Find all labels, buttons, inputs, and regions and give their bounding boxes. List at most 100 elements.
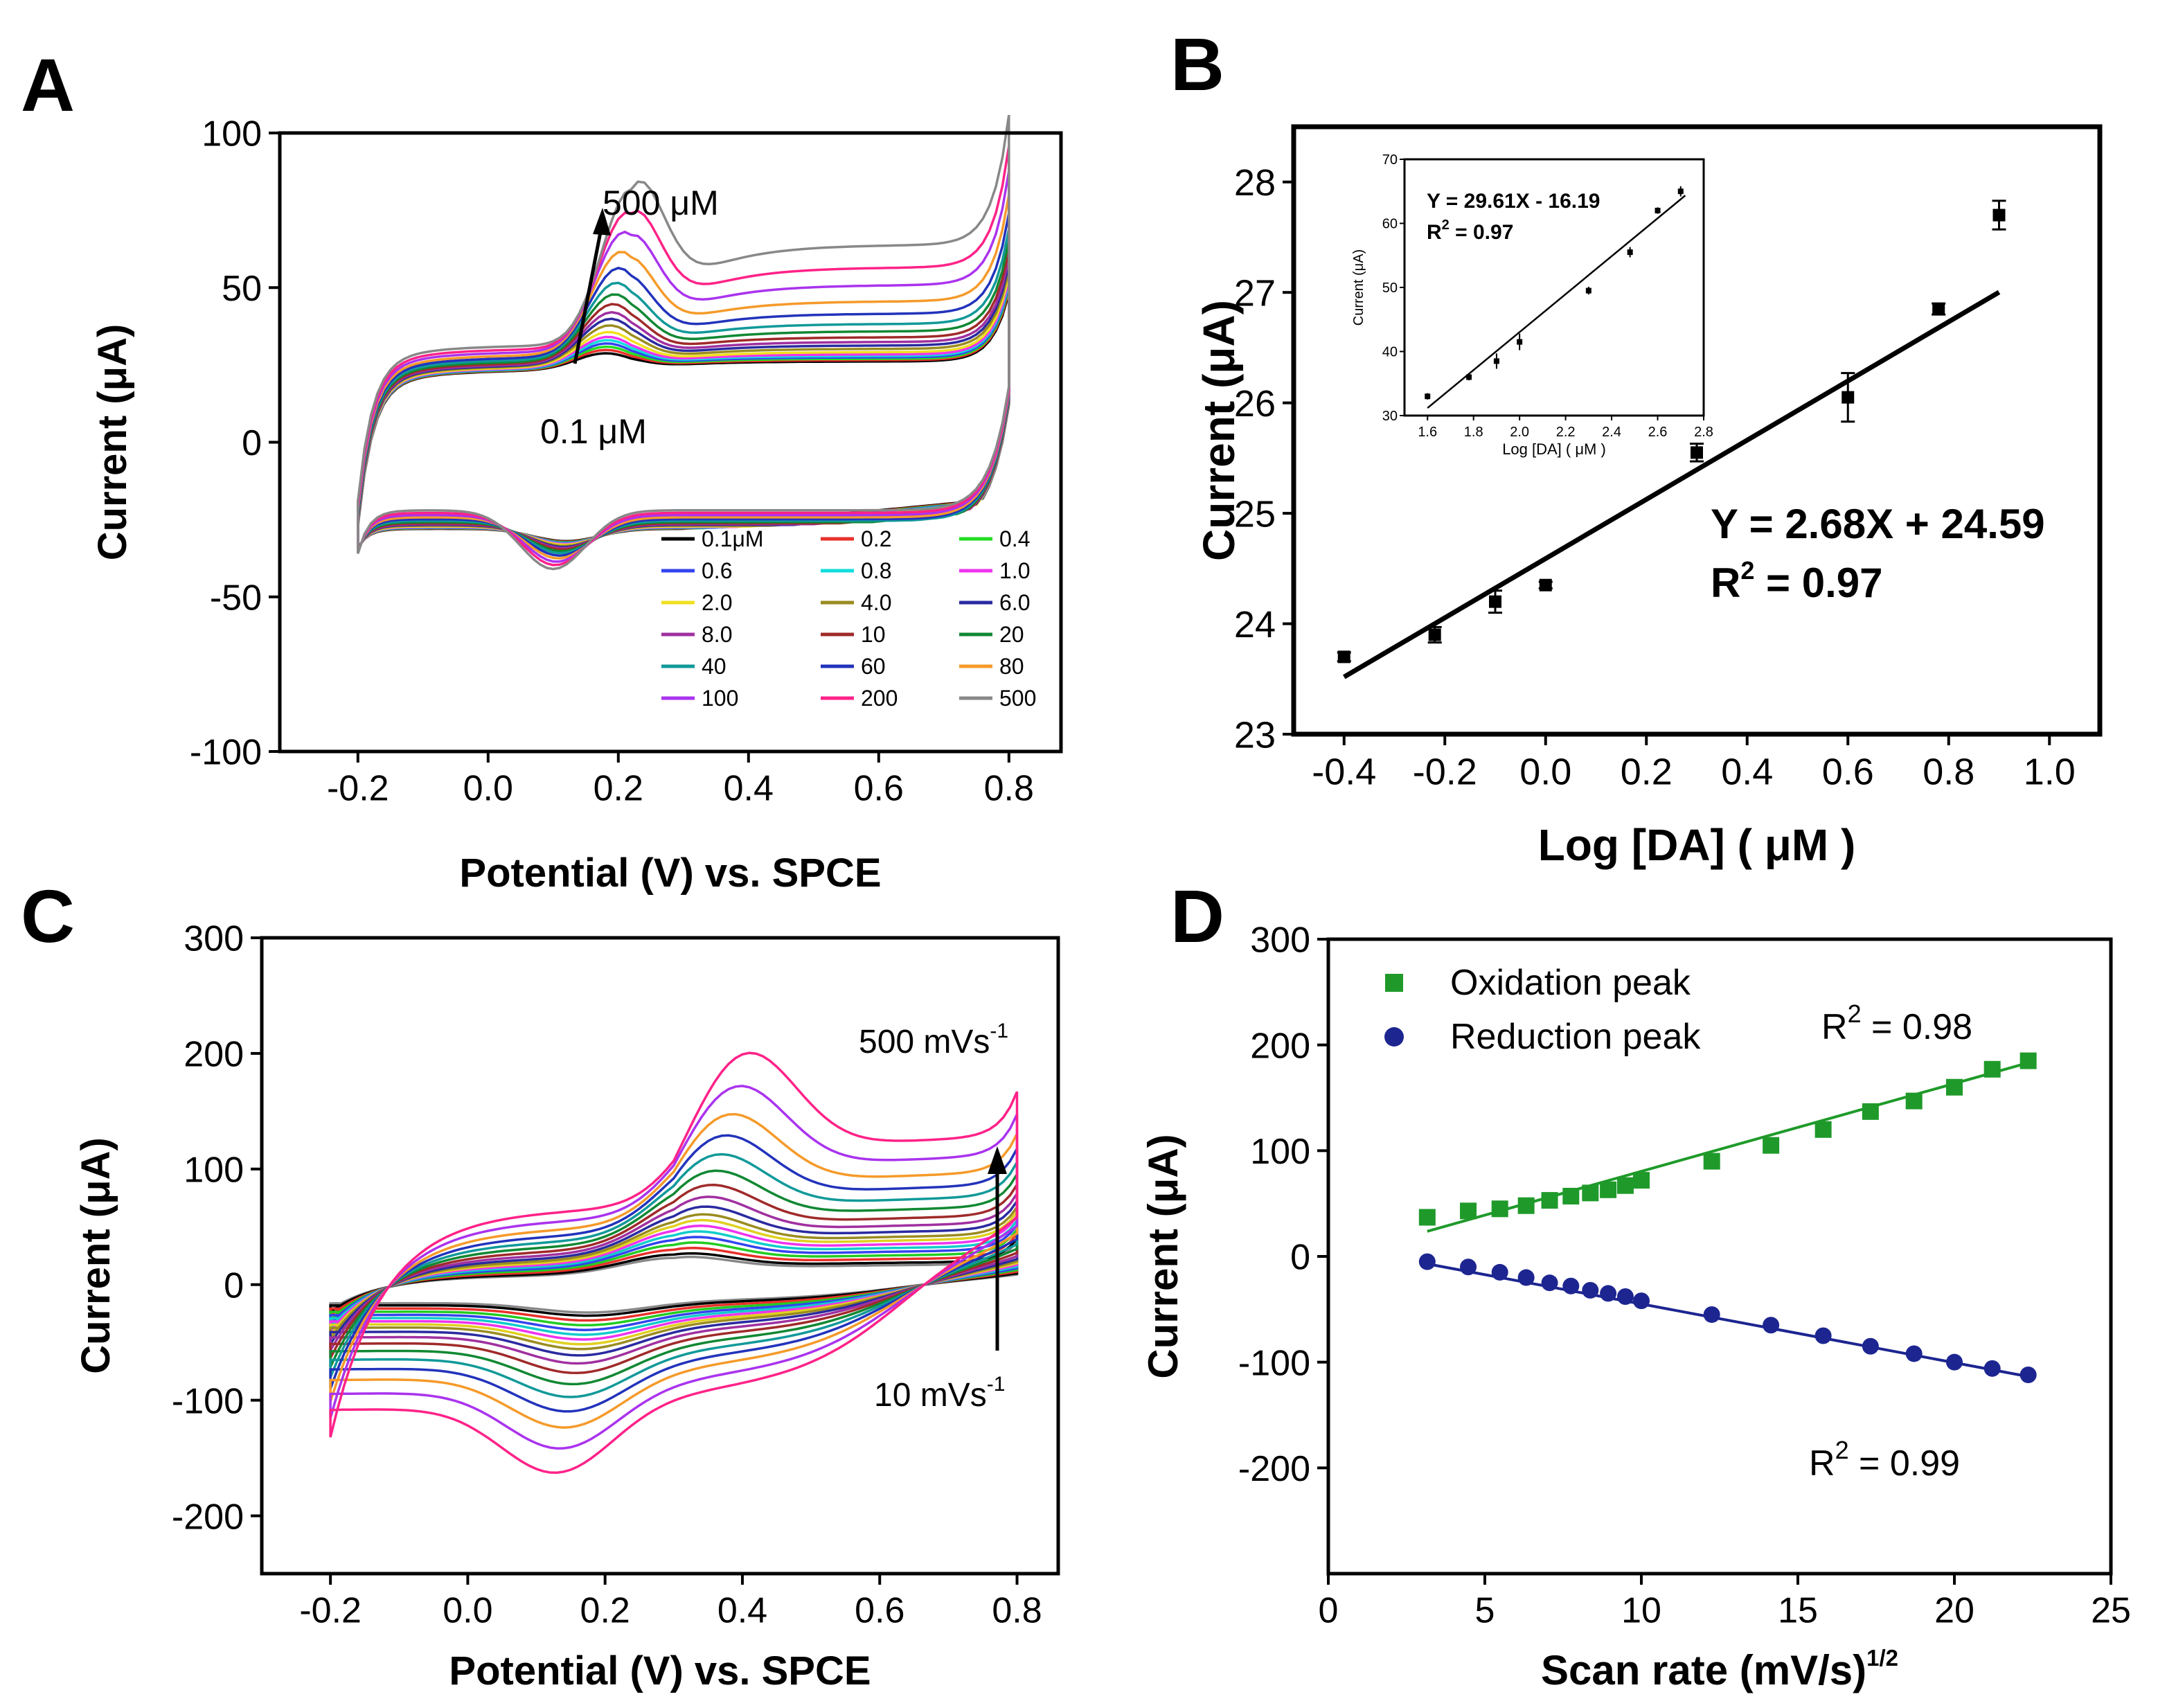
- panel-a-legend-label: 4.0: [861, 590, 891, 615]
- panel-d-oxidation-point: [1418, 1209, 1436, 1226]
- panel-b-y-tick-label: 24: [1234, 604, 1276, 646]
- panel-c-curve: [329, 1212, 1019, 1341]
- panel-c-curve: [329, 1051, 1019, 1474]
- panel-c-x-tick-label: 0.2: [580, 1591, 630, 1631]
- panel-a-legend-label: 200: [861, 686, 898, 711]
- panel-c-annotation-top: 500 mVs-1: [859, 1020, 1008, 1060]
- panel-b-y-tick-label: 23: [1234, 714, 1276, 756]
- panel-a-plot-frame: [278, 131, 1063, 754]
- panel-b-point: [1932, 303, 1945, 316]
- panel-d-reduction-point: [1418, 1253, 1436, 1270]
- panel-d-reduction-point: [1460, 1258, 1477, 1276]
- panel-b-point: [1842, 391, 1855, 404]
- panel-b-point: [1691, 446, 1703, 459]
- panel-d-y-tick-label: 0: [1290, 1238, 1310, 1278]
- panel-a-legend-label: 8.0: [702, 622, 732, 647]
- panel-d-reduction-point: [2019, 1366, 2037, 1383]
- panel-c-curve: [329, 1235, 1019, 1317]
- panel-b-y-tick-label: 25: [1234, 494, 1276, 535]
- panel-d-axes: 0 5 10 15 20 25 -200 -100 0 100 200 300 Scan rate (m…: [1140, 920, 2131, 1693]
- panel-b-x-tick-label: 0.6: [1822, 751, 1874, 793]
- panel-c-curve: [329, 1134, 1019, 1413]
- panel-b-inset-y-tick-label: 60: [1382, 217, 1398, 232]
- panel-a-y-tick-label: 0: [242, 423, 262, 463]
- panel-c-y-axis-label: Current (μA): [73, 1137, 118, 1374]
- panel-c-curve: [329, 1230, 1019, 1322]
- panel-c-x-axis-label: Potential (V) vs. SPCE: [449, 1648, 871, 1693]
- panel-c-y-tick-label: 0: [224, 1265, 244, 1306]
- panel-b-plot-frame: [1291, 124, 2103, 737]
- panel-d-reduction-point: [1541, 1274, 1558, 1292]
- panel-d-fit-line: [1427, 1262, 2029, 1378]
- panel-d-legend-reduction-marker: [1384, 1027, 1404, 1047]
- panel-a-x-tick-label: 0.8: [984, 769, 1034, 809]
- panel-a-curve: [357, 240, 1010, 553]
- panel-b-inset-x-tick-label: 2.6: [1648, 425, 1668, 440]
- panel-d-oxidation-point: [1633, 1172, 1650, 1189]
- panel-a-legend-label: 0.8: [861, 558, 891, 583]
- panel-d-r2-reduction: R2 = 0.99: [1809, 1436, 1960, 1484]
- panel-b-inset-point: [1677, 188, 1684, 195]
- panel-d-reduction-point: [1703, 1306, 1720, 1323]
- panel-a-y-tick-label: 100: [202, 114, 262, 154]
- panel-a-chart: -0.2 0.0 0.2 0.4 0.6 0.8 -100 -50 0 50 100 Potentia…: [90, 114, 1063, 896]
- panel-d-reduction-point: [1814, 1327, 1832, 1344]
- panel-c-y-tick-label: 300: [184, 919, 244, 959]
- panel-b-inset-equation: Y = 29.61X - 16.19: [1427, 190, 1600, 213]
- panel-b-axes: -0.4 -0.2 0.0 0.2 0.4 0.6 0.8 1.0 23 24 25 26 27 28 Lo…: [1194, 124, 2103, 870]
- panel-b-inset-r2: R2 = 0.97: [1427, 217, 1513, 244]
- panel-a-legend: 0.1μM 0.2 0.4 0.6 0.8 1.0 2.0 4.0 6.0 8.0 10 20 40 60…: [661, 526, 1036, 711]
- panel-b-y-tick-label: 28: [1234, 162, 1276, 204]
- panel-b-inset-x-tick-label: 2.4: [1602, 425, 1621, 440]
- panel-d-oxidation-point: [2019, 1052, 2037, 1069]
- panel-b-inset-y-tick-label: 50: [1382, 281, 1398, 296]
- panel-a-x-tick-label: -0.2: [327, 769, 389, 809]
- panel-b-y-tick-label: 26: [1234, 383, 1276, 425]
- panel-b-x-tick-label: 0.4: [1721, 751, 1773, 793]
- panel-d-reduction-point: [1616, 1288, 1634, 1306]
- panel-d-oxidation-point: [1562, 1187, 1580, 1204]
- panel-a-legend-label: 80: [999, 654, 1024, 679]
- panel-c-arrow-head: [988, 1146, 1007, 1174]
- panel-a-annotation-bottom: 0.1 μM: [540, 412, 647, 451]
- panel-b-x-tick-label: -0.2: [1413, 751, 1477, 793]
- panel-b-y-tick-label: 27: [1234, 273, 1276, 314]
- panel-a-y-tick-label: -50: [210, 578, 262, 618]
- panel-a-annotation-top: 500 μM: [603, 184, 719, 222]
- panel-a-arrow-head: [593, 208, 611, 235]
- panel-a-x-tick-label: 0.0: [463, 769, 513, 809]
- panel-d-y-tick-label: -100: [1238, 1343, 1310, 1383]
- panel-d-y-tick-label: 300: [1250, 920, 1310, 961]
- panel-d-legend-oxidation-label: Oxidation peak: [1450, 963, 1691, 1003]
- panel-b-inset-x-axis-label: Log [DA] ( μM ): [1502, 441, 1606, 458]
- panel-c-x-tick-label: 0.0: [443, 1591, 492, 1631]
- panel-d-oxidation-point: [1460, 1202, 1477, 1220]
- panel-b-x-tick-label: 0.8: [1923, 751, 1974, 793]
- panel-label-d: D: [1170, 874, 1224, 958]
- panel-d-oxidation-point: [1600, 1181, 1617, 1198]
- panel-a-x-tick-label: 0.4: [724, 769, 774, 809]
- panel-b-x-tick-label: 0.2: [1621, 751, 1673, 793]
- panel-d-y-tick-label: 200: [1250, 1026, 1310, 1066]
- panel-c-curve: [329, 1112, 1019, 1429]
- panel-b-inset-x-tick-label: 2.0: [1510, 425, 1529, 440]
- panel-b-x-tick-label: -0.4: [1312, 751, 1376, 793]
- panel-d-plot-frame: [1326, 937, 2113, 1576]
- panel-a-legend-label: 0.1μM: [702, 526, 764, 551]
- panel-d-oxidation-point: [1517, 1197, 1535, 1214]
- panel-c-curve: [329, 1207, 1019, 1346]
- panel-b-inset-fit-line: [1427, 195, 1686, 409]
- panel-a-legend-label: 6.0: [999, 590, 1030, 615]
- panel-d-x-tick-label: 20: [1934, 1591, 1974, 1631]
- panel-b-inset-point: [1627, 249, 1633, 256]
- panel-d-reduction-point: [1582, 1281, 1599, 1299]
- panel-c-plot-frame: [260, 936, 1060, 1576]
- panel-b-inset-y-tick-label: 70: [1382, 152, 1398, 168]
- panel-d-oxidation-point: [1491, 1200, 1508, 1218]
- panel-c-y-tick-label: -200: [172, 1497, 244, 1537]
- panel-d-reduction-point: [1862, 1337, 1879, 1355]
- panel-c-x-tick-label: 0.4: [717, 1591, 767, 1631]
- panel-d-points: [1418, 1052, 2037, 1383]
- panel-a-y-tick-label: -100: [190, 733, 262, 773]
